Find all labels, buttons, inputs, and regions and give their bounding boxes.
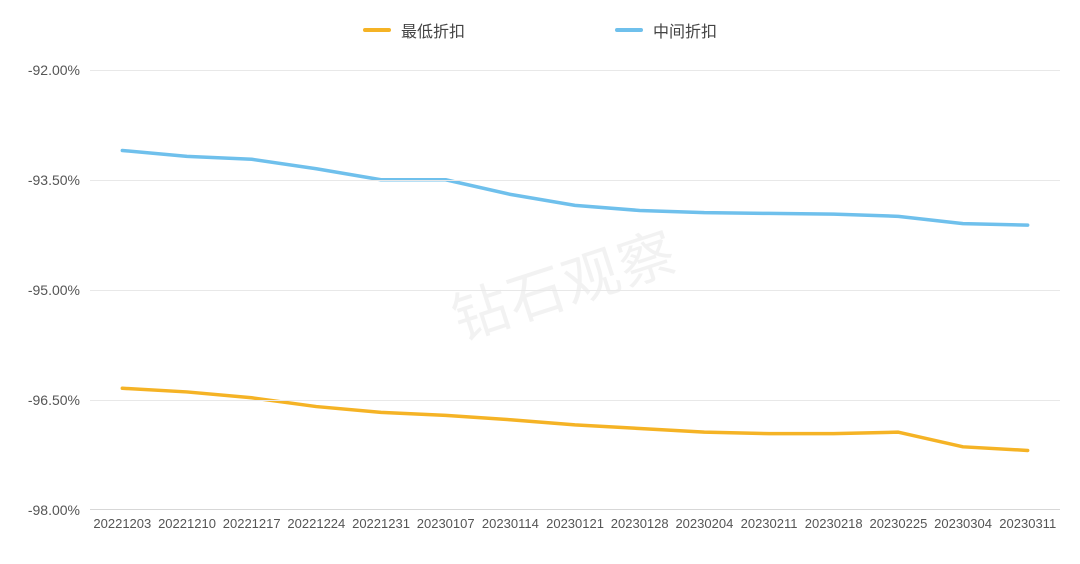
x-axis-label: 20230204 bbox=[672, 516, 737, 536]
discount-line-chart: 最低折扣 中间折扣 钻石观察 -92.00%-93.50%-95.00%-96.… bbox=[0, 0, 1080, 564]
y-axis-label: -93.50% bbox=[28, 172, 80, 188]
x-axis-label: 20230121 bbox=[543, 516, 608, 536]
x-axis-label: 20230128 bbox=[607, 516, 672, 536]
gridline bbox=[90, 180, 1060, 181]
x-axis-label: 20230107 bbox=[413, 516, 478, 536]
x-axis-labels: 2022120320221210202212172022122420221231… bbox=[90, 516, 1060, 536]
legend-item-mid: 中间折扣 bbox=[615, 18, 717, 42]
y-axis-label: -96.50% bbox=[28, 392, 80, 408]
x-axis-label: 20221217 bbox=[219, 516, 284, 536]
x-axis-label: 20230114 bbox=[478, 516, 543, 536]
legend-swatch-min bbox=[363, 28, 391, 32]
x-axis-label: 20221203 bbox=[90, 516, 155, 536]
gridline bbox=[90, 290, 1060, 291]
legend-label-mid: 中间折扣 bbox=[653, 18, 717, 42]
gridline bbox=[90, 70, 1060, 71]
x-axis-label: 20230211 bbox=[737, 516, 802, 536]
series-line-1 bbox=[122, 150, 1027, 225]
x-axis-label: 20221210 bbox=[155, 516, 220, 536]
x-axis-label: 20230311 bbox=[995, 516, 1060, 536]
x-axis-label: 20221231 bbox=[349, 516, 414, 536]
y-axis-label: -95.00% bbox=[28, 282, 80, 298]
plot-area: 钻石观察 -92.00%-93.50%-95.00%-96.50%-98.00% bbox=[90, 70, 1060, 510]
x-axis-label: 20221224 bbox=[284, 516, 349, 536]
gridline bbox=[90, 400, 1060, 401]
legend-swatch-mid bbox=[615, 28, 643, 32]
x-axis-label: 20230225 bbox=[866, 516, 931, 536]
series-line-0 bbox=[122, 388, 1027, 450]
legend-label-min: 最低折扣 bbox=[401, 18, 465, 42]
legend-item-min: 最低折扣 bbox=[363, 18, 465, 42]
x-axis-label: 20230304 bbox=[931, 516, 996, 536]
y-axis-label: -98.00% bbox=[28, 502, 80, 518]
legend: 最低折扣 中间折扣 bbox=[0, 18, 1080, 42]
x-axis-label: 20230218 bbox=[801, 516, 866, 536]
y-axis-label: -92.00% bbox=[28, 62, 80, 78]
